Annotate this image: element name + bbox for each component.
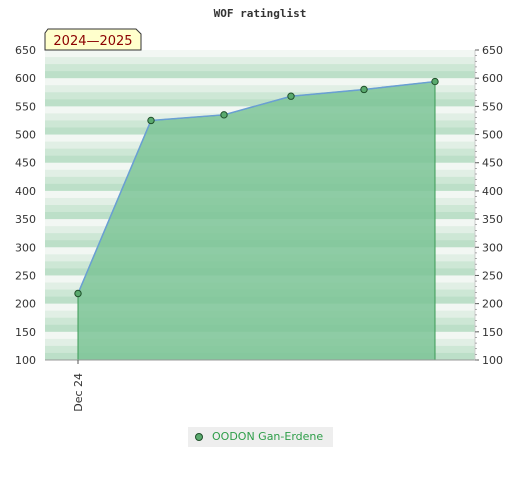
data-point <box>287 92 295 100</box>
series-line <box>77 80 436 294</box>
series-area <box>77 80 436 361</box>
y-tick-label: 450 <box>482 157 503 170</box>
chart-title: WOF ratinglist <box>214 7 307 20</box>
grid-band <box>45 64 475 72</box>
year-badge-text: 2024—2025 <box>53 34 132 49</box>
legend: OODON Gan-Erdene <box>188 427 333 447</box>
data-point <box>147 116 155 125</box>
y-tick-label: 650 <box>482 44 503 57</box>
y-axis-left: 100 150 200 250 300 350 400 450 500 550 600 650 <box>15 44 36 367</box>
axes <box>45 50 476 361</box>
grid-band <box>45 57 475 65</box>
y-tick-label: 500 <box>15 129 36 142</box>
y-tick-label: 200 <box>15 298 36 311</box>
legend-marker-icon <box>195 433 203 441</box>
y-tick-label: 200 <box>482 298 503 311</box>
grid-band <box>45 71 475 79</box>
y-tick-label: 250 <box>482 269 503 282</box>
y-tick-label: 400 <box>15 185 36 198</box>
y-tick-label: 450 <box>15 157 36 170</box>
x-tick-label: Dec 24 <box>72 373 85 412</box>
y-tick-label: 250 <box>15 269 36 282</box>
grid-band <box>45 85 475 93</box>
series-markers <box>74 77 439 298</box>
y-tick-label: 350 <box>482 213 503 226</box>
grid-band <box>45 99 475 107</box>
y-tick-label: 500 <box>482 129 503 142</box>
data-point <box>220 111 228 119</box>
y-axis-right: 100 150 200 250 300 350 400 450 500 550 600 650 <box>475 44 503 367</box>
data-point <box>74 289 82 298</box>
grid-band <box>45 50 475 58</box>
y-tick-label: 400 <box>482 185 503 198</box>
y-tick-label: 150 <box>482 326 503 339</box>
y-tick-label: 350 <box>15 213 36 226</box>
grid-band <box>45 92 475 100</box>
y-tick-label: 650 <box>15 44 36 57</box>
data-point <box>431 77 439 86</box>
legend-label: OODON Gan-Erdene <box>212 430 324 443</box>
x-axis: Dec 24 <box>72 360 85 412</box>
year-badge: 2024—2025 <box>44 28 142 51</box>
data-point <box>360 85 368 94</box>
y-tick-label: 550 <box>482 100 503 113</box>
y-tick-label: 600 <box>482 72 503 85</box>
y-tick-label: 150 <box>15 326 36 339</box>
y-tick-label: 100 <box>15 354 36 367</box>
y-tick-label: 300 <box>482 241 503 254</box>
y-tick-label: 100 <box>482 354 503 367</box>
y-tick-label: 600 <box>15 72 36 85</box>
y-tick-label: 300 <box>15 241 36 254</box>
grid-band <box>45 78 475 86</box>
y-tick-label: 550 <box>15 100 36 113</box>
